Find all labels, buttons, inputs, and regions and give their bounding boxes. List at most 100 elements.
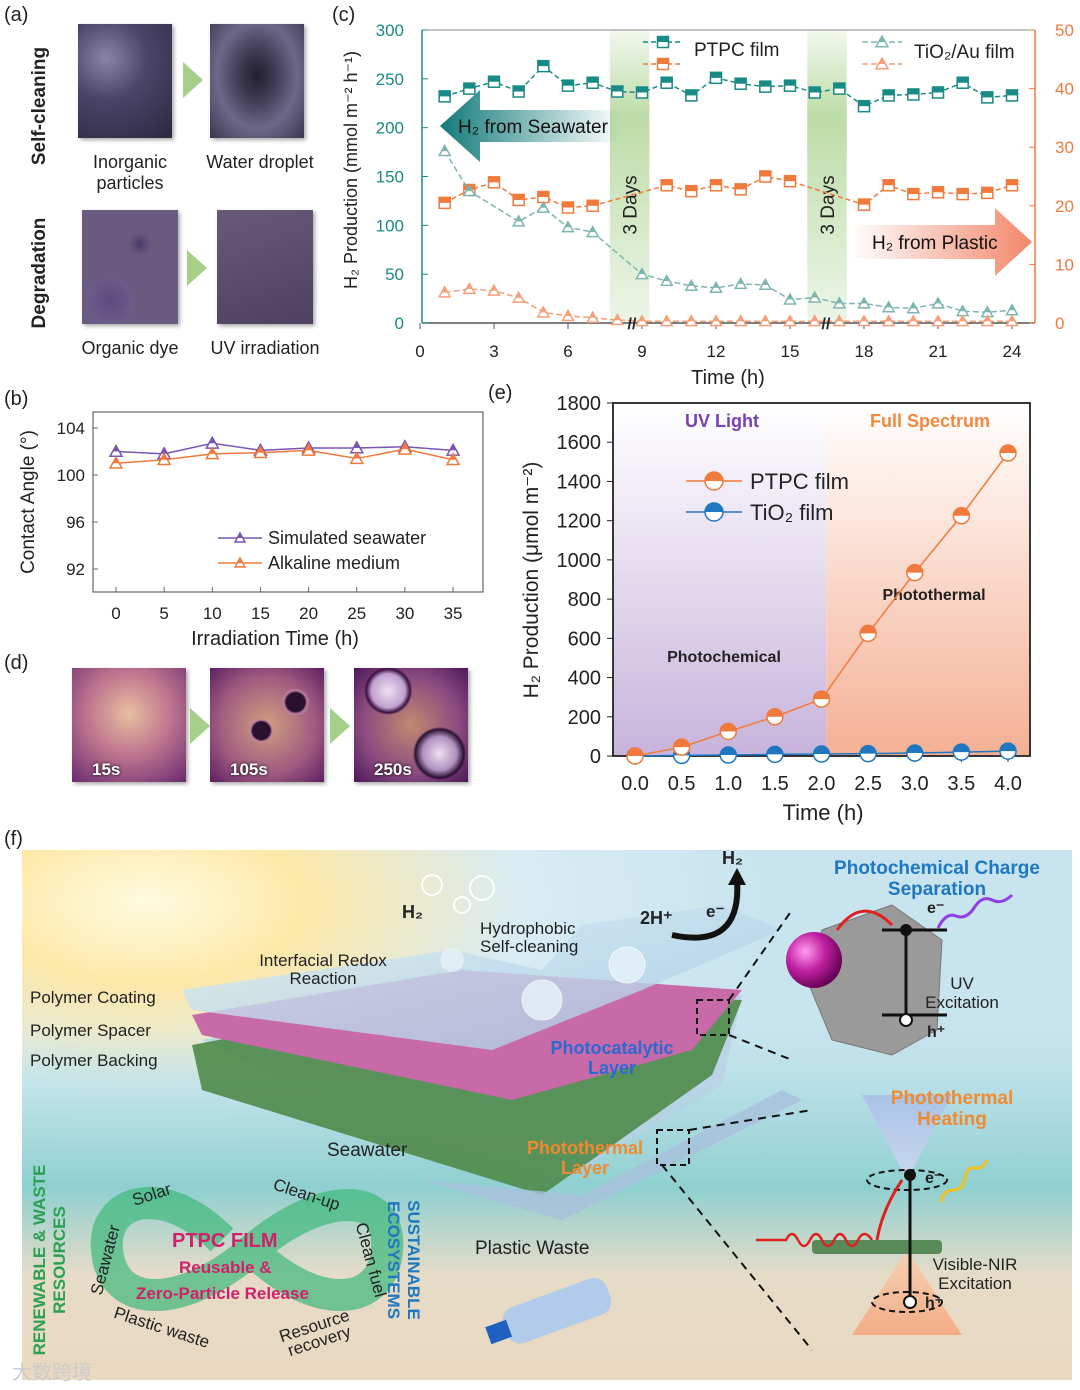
data-point-fill [463, 83, 475, 89]
data-point-fill [589, 312, 596, 318]
y-tick-label: 300 [376, 21, 404, 40]
x-tick-label: 0.0 [621, 773, 649, 795]
data-point-fill [209, 447, 216, 454]
data-point-fill [860, 745, 877, 754]
x-tick-label: 2.0 [808, 773, 836, 795]
x-tick-label: 35 [444, 604, 463, 623]
data-point-fill [811, 292, 818, 298]
data-point-fill [161, 447, 168, 454]
data-point-fill [1006, 179, 1018, 186]
data-point-fill [441, 287, 448, 293]
x-tick-label: 0.5 [668, 773, 696, 795]
data-point-fill [959, 305, 966, 312]
y-tick-label: 100 [57, 466, 85, 485]
legend-label: TiO₂ film [750, 500, 834, 525]
data-point-fill [611, 86, 623, 92]
legend-label: PTPC film [750, 469, 849, 494]
y-tick-label: 1600 [557, 432, 602, 454]
x-tick-label: 10 [203, 604, 222, 623]
data-point-fill [441, 145, 448, 152]
x-tick-label: 1.5 [761, 773, 789, 795]
y-tick-label: 0 [590, 746, 601, 768]
hydrophobic-label: Hydrophobic Self-cleaning [480, 919, 579, 956]
interfacial-redox-label: Interfacial Redox Reaction [259, 951, 387, 988]
time-label: 105s [230, 760, 268, 779]
data-point-fill [906, 564, 923, 573]
data-point-fill [883, 89, 895, 96]
data-point-fill [766, 708, 783, 717]
x-tick-label: 4.0 [994, 773, 1022, 795]
data-point-fill [836, 297, 843, 304]
data-point-fill [759, 81, 771, 87]
photocatalytic-layer-label: Photocatalytic Layer [550, 1038, 674, 1078]
data-point-fill [587, 77, 599, 83]
y-tick-label: 0 [395, 314, 404, 333]
data-point-fill [959, 315, 966, 322]
panel-label-d: (d) [4, 652, 29, 674]
data-point-fill [907, 188, 919, 195]
x-tick-label: 0 [415, 342, 424, 361]
data-point-fill [1000, 445, 1016, 454]
caption-water-droplet: Water droplet [206, 152, 314, 172]
data-point-fill [762, 315, 769, 322]
data-point-fill [932, 87, 944, 93]
seawater-arrow-label: H₂ from Seawater [458, 117, 609, 138]
y-tick-label: 200 [568, 707, 601, 729]
data-point-fill [589, 226, 596, 233]
caption-organic-dye: Organic dye [81, 338, 179, 358]
panel-label-a: (a) [4, 4, 29, 26]
gap-label: 3 Days [818, 175, 839, 234]
proton-label: 2H⁺ [640, 908, 673, 928]
panel-label-b: (b) [4, 388, 29, 410]
electron-label: e⁻ [925, 1170, 943, 1187]
data-point-fill [685, 89, 697, 96]
data-point-fill [710, 72, 722, 78]
data-point-fill [710, 179, 722, 186]
data-point-fill [932, 186, 944, 193]
x-tick-label: 3.5 [947, 773, 975, 795]
data-point-fill [540, 306, 547, 313]
inorganic-particles-photo [78, 24, 172, 138]
data-point-fill [663, 315, 670, 322]
visnir-excitation-label: Visible-NIR Excitation [932, 1255, 1018, 1293]
y-axis-title: H₂ Production (μmol m⁻²) [520, 462, 543, 699]
legend-marker-fill [879, 36, 885, 42]
panel-f-illustration: H₂ H₂ 2H⁺ e⁻ Hydrophobic Self-cleaning I… [22, 850, 1072, 1380]
y-axis-title: Contact Angle (°) [18, 430, 39, 574]
data-point-fill [688, 315, 695, 322]
arrow-chevron-icon [190, 708, 210, 744]
data-point-fill [488, 76, 500, 82]
data-point-fill [257, 446, 264, 453]
reusable-label: Reusable & [179, 1258, 272, 1277]
x-axis-title: Time (h) [691, 367, 765, 389]
data-point-fill [113, 457, 119, 464]
series-line [444, 65, 1013, 108]
y-tick-label: 96 [66, 513, 85, 532]
y-tick-label: 200 [376, 119, 404, 138]
data-point-fill [491, 285, 497, 291]
panel-label-c: (c) [332, 4, 356, 26]
x-axis-title: Time (h) [782, 800, 863, 825]
y-tick-label: 100 [376, 216, 404, 235]
x-tick-label: 25 [347, 604, 366, 623]
gap-band [807, 30, 847, 323]
region-label: Full Spectrum [870, 411, 990, 431]
arrow-chevron-icon [187, 250, 207, 286]
legend-marker-fill [237, 558, 243, 563]
polymer-backing-label: Polymer Backing [30, 1051, 158, 1070]
data-point-fill [883, 179, 895, 186]
watermark: 大数跨境 [12, 1362, 92, 1384]
data-point-fill [209, 437, 216, 444]
data-point-fill [661, 77, 673, 83]
chart-e-h2-production-cumulative: UV Light Full Spectrum Photochemical Photot… [520, 393, 1031, 825]
data-point-fill [688, 280, 695, 286]
data-point-fill [113, 445, 119, 452]
photothermal-title: Photothermal Heating [890, 1088, 1014, 1130]
droplet-photo-15s: 15s [72, 668, 186, 782]
data-point-fill [809, 87, 821, 93]
panel-label-e: (e) [488, 382, 513, 404]
data-point-fill [713, 282, 719, 288]
zero-particle-label: Zero-Particle Release [136, 1284, 309, 1303]
data-point-fill [515, 215, 522, 222]
arrow-chevron-icon [330, 708, 350, 744]
